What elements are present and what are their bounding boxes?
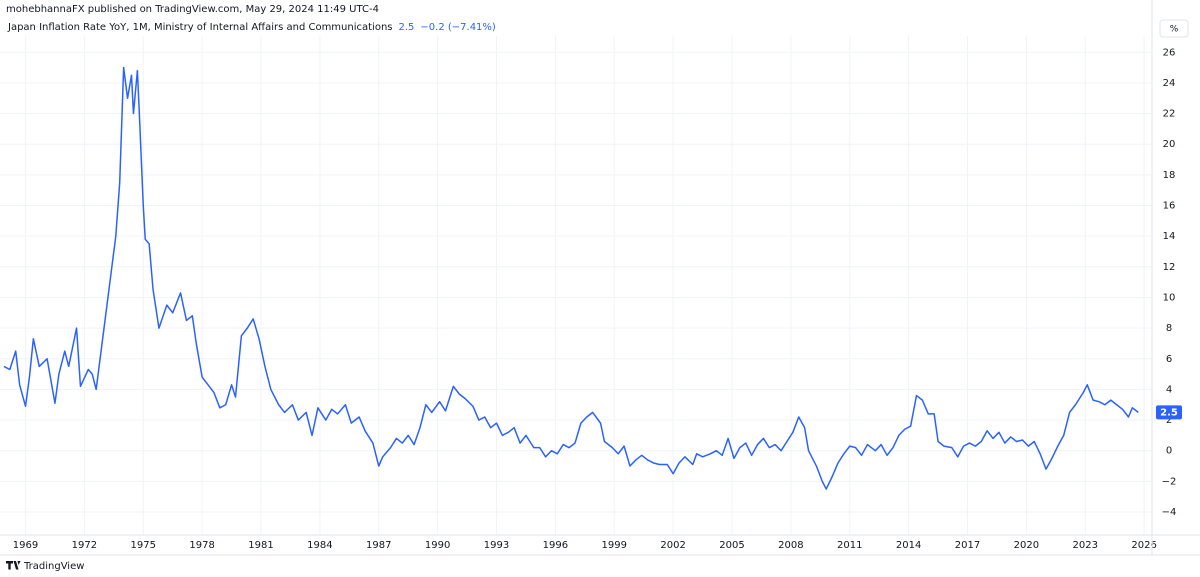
- grid: [0, 36, 1152, 535]
- x-tick-label: 1975: [131, 540, 156, 551]
- legend-last-value: 2.5: [399, 22, 415, 33]
- x-tick-label: 1972: [72, 540, 97, 551]
- x-tick-label: 2008: [778, 540, 803, 551]
- y-tick-label: 26: [1163, 47, 1176, 58]
- y-tick-label: 6: [1166, 354, 1172, 365]
- y-tick-label: 14: [1163, 231, 1176, 242]
- series-line: [3, 66, 1139, 490]
- x-tick-label: 2023: [1073, 540, 1098, 551]
- legend-change: −0.2 (−7.41%): [420, 22, 496, 33]
- y-tick-label: 2: [1166, 415, 1172, 426]
- x-tick-label: 1978: [189, 540, 214, 551]
- brand-name: TradingView: [23, 561, 84, 572]
- y-tick-label: −2: [1162, 476, 1177, 487]
- last-value-label: 2.5: [1160, 407, 1178, 418]
- x-tick-label: 1999: [602, 540, 627, 551]
- last-value-tag: [1156, 405, 1182, 420]
- x-tick-label: 2026: [1131, 540, 1156, 551]
- y-tick-label: 4: [1166, 384, 1172, 395]
- x-tick-label: 2002: [660, 540, 685, 551]
- y-tick-label: −4: [1162, 507, 1177, 518]
- y-tick-label: 20: [1163, 139, 1176, 150]
- y-tick-label: 8: [1166, 323, 1172, 334]
- x-tick-label: 1996: [543, 540, 568, 551]
- x-tick-label: 1981: [248, 540, 273, 551]
- x-tick-label: 2005: [719, 540, 744, 551]
- y-tick-label: 10: [1163, 292, 1176, 303]
- unit-label: %: [1170, 25, 1179, 35]
- publish-info: mohebhannaFX published on TradingView.co…: [6, 4, 379, 15]
- legend: Japan Inflation Rate YoY, 1M, Ministry o…: [7, 22, 496, 33]
- brand-logo: [5, 561, 21, 570]
- x-tick-label: 1987: [366, 540, 391, 551]
- y-tick-label: 22: [1163, 109, 1176, 120]
- legend-series-name: Japan Inflation Rate YoY, 1M, Ministry o…: [7, 22, 393, 33]
- y-tick-label: 0: [1166, 446, 1172, 457]
- y-tick-label: 16: [1163, 201, 1176, 212]
- unit-box[interactable]: [1159, 19, 1189, 38]
- x-tick-label: 1993: [484, 540, 509, 551]
- x-tick-label: 1990: [425, 540, 450, 551]
- brand: TradingView: [5, 561, 84, 572]
- x-tick-label: 2020: [1014, 540, 1039, 551]
- x-tick-label: 1984: [307, 540, 332, 551]
- x-tick-label: 1969: [13, 540, 38, 551]
- y-tick-label: 24: [1163, 78, 1176, 89]
- x-tick-label: 2011: [837, 540, 862, 551]
- y-tick-label: 18: [1163, 170, 1176, 181]
- x-tick-label: 2017: [955, 540, 980, 551]
- x-tick-label: 2014: [896, 540, 921, 551]
- y-tick-label: 12: [1163, 262, 1176, 273]
